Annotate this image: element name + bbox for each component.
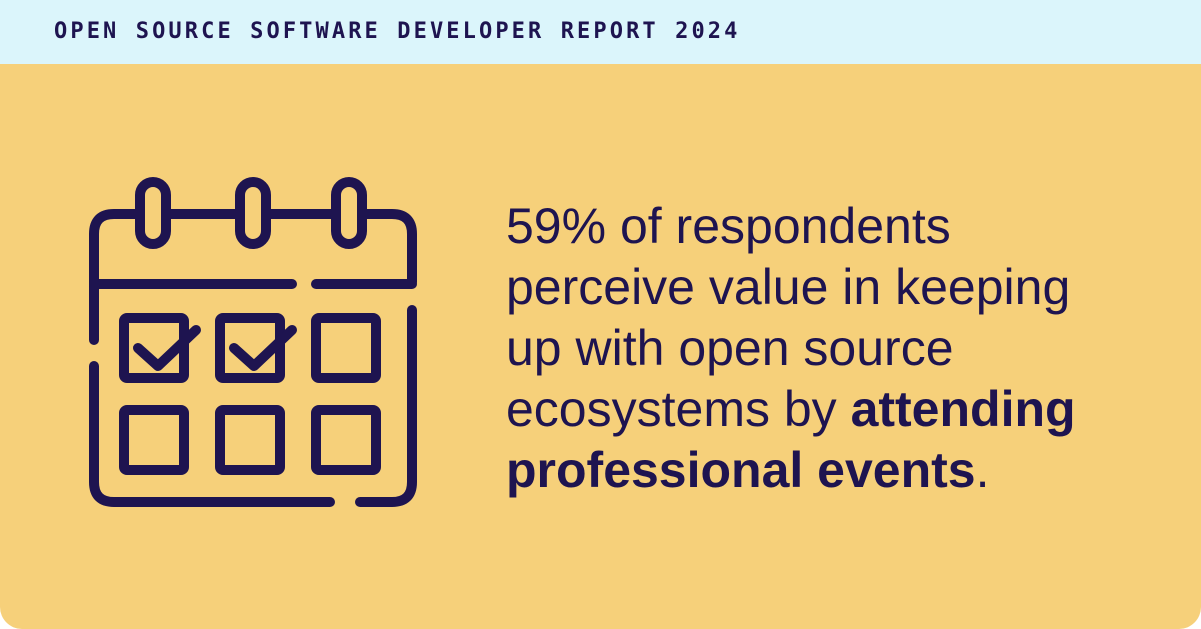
statement-line-3: up with open source — [506, 320, 954, 376]
header-band: OPEN SOURCE SOFTWARE DEVELOPER REPORT 20… — [0, 0, 1201, 64]
statement-period: . — [975, 442, 990, 498]
statement-line-1: 59% of respondents — [506, 198, 951, 254]
statement-line-4: ecosystems by — [506, 381, 851, 437]
emphasis-attending: attending — [850, 381, 1076, 437]
emphasis-professional-events: professional events — [506, 442, 976, 498]
calendar-check-icon — [89, 177, 417, 507]
report-title: OPEN SOURCE SOFTWARE DEVELOPER REPORT 20… — [54, 19, 741, 44]
statement-line-2: perceive value in keeping — [506, 259, 1071, 315]
statistic-statement: 59% of respondents perceive value in keep… — [506, 196, 1186, 501]
